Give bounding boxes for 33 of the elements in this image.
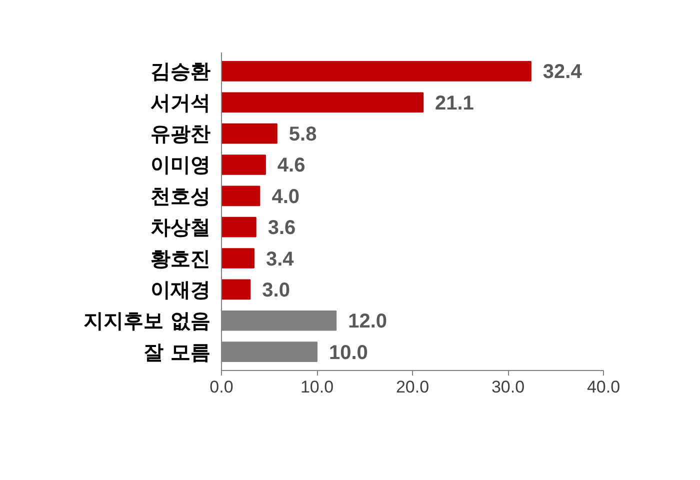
x-tick-label: 40.0 xyxy=(586,378,620,396)
x-tick-label: 0.0 xyxy=(210,378,234,396)
x-tick-label: 20.0 xyxy=(396,378,430,396)
y-tick-label: 이미영 xyxy=(150,152,210,177)
bar xyxy=(222,186,260,206)
y-tick-label: 잘 모름 xyxy=(144,340,211,364)
y-tick-label: 서거석 xyxy=(150,90,210,114)
data-label: 12.0 xyxy=(348,310,388,333)
data-label: 3.4 xyxy=(266,248,295,270)
y-tick-label: 차상철 xyxy=(150,215,210,240)
bar xyxy=(222,61,532,82)
data-label: 5.8 xyxy=(288,124,317,146)
data-label: 21.1 xyxy=(435,92,474,114)
y-tick-label: 유광찬 xyxy=(150,122,210,146)
bar xyxy=(222,154,266,175)
data-label: 3.0 xyxy=(262,279,290,302)
y-tick-label: 김승환 xyxy=(150,59,210,84)
data-label: 10.0 xyxy=(329,342,368,364)
data-label: 4.6 xyxy=(277,154,306,177)
bar xyxy=(222,279,251,300)
x-tick-label: 30.0 xyxy=(491,378,525,396)
y-tick-label: 이재경 xyxy=(150,277,210,302)
data-label: 4.0 xyxy=(272,186,300,208)
data-label: 32.4 xyxy=(542,61,583,84)
bar xyxy=(222,123,278,144)
data-label: 3.6 xyxy=(268,217,296,240)
y-tick-label: 천호성 xyxy=(150,184,210,208)
y-tick-label: 황호진 xyxy=(150,246,210,270)
x-tick-label: 10.0 xyxy=(300,378,334,396)
bar xyxy=(222,216,256,238)
bar xyxy=(222,92,424,113)
y-tick-label: 지지후보 없음 xyxy=(84,308,211,333)
bar xyxy=(222,248,254,268)
